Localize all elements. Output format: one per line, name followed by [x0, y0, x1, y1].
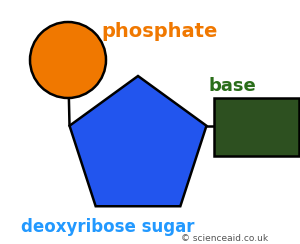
- Polygon shape: [70, 76, 206, 206]
- Text: © scienceaid.co.uk: © scienceaid.co.uk: [182, 234, 268, 243]
- Text: deoxyribose sugar: deoxyribose sugar: [21, 218, 195, 236]
- Circle shape: [30, 22, 106, 98]
- Text: phosphate: phosphate: [102, 22, 218, 41]
- Text: base: base: [208, 77, 256, 95]
- Bar: [214, 98, 299, 156]
